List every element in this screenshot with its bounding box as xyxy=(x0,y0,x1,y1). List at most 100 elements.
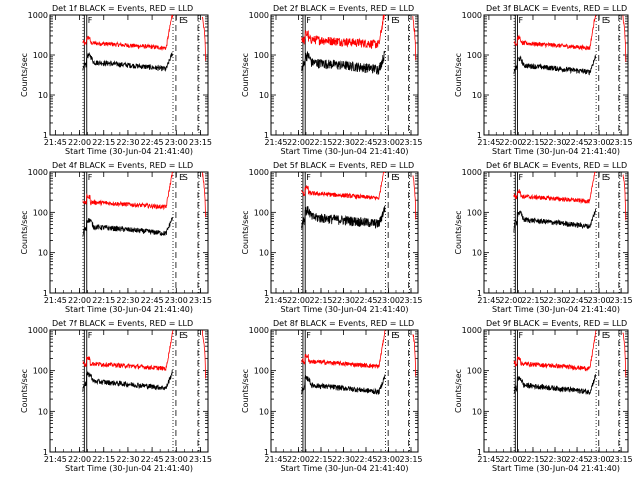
x-axis-label: Start Time (30-Jun-04 21:41:40) xyxy=(281,464,409,473)
x-axis-label: Start Time (30-Jun-04 21:41:40) xyxy=(492,147,620,156)
x-axis-label: Start Time (30-Jun-04 21:41:40) xyxy=(65,147,193,156)
marker-letter: F xyxy=(88,331,93,340)
panel-title: Det 1f BLACK = Events, RED = LLD xyxy=(52,4,193,13)
x-tick-label: 22:15 xyxy=(309,455,332,464)
plot-frame xyxy=(483,171,629,294)
y-tick-label: 10 xyxy=(259,91,269,100)
y-tick-label: 1000 xyxy=(249,11,269,20)
y-tick-label: 1000 xyxy=(249,168,269,177)
x-tick-label: 22:15 xyxy=(309,138,332,147)
detector-panel: Det 9f BLACK = Events, RED = LLD 1 10 100 10… xyxy=(454,319,633,473)
x-tick-label: 23:15 xyxy=(610,296,633,305)
x-tick-label: 22:30 xyxy=(332,455,355,464)
x-tick-label: 22:45 xyxy=(566,138,589,147)
lld-series-line xyxy=(82,14,206,61)
marker-letter: S xyxy=(605,16,610,25)
detector-panel: Det 7f BLACK = Events, RED = LLD 1 10 100 10… xyxy=(20,319,212,473)
panel-title: Det 7f BLACK = Events, RED = LLD xyxy=(52,319,193,328)
y-tick-label: 100 xyxy=(33,51,48,60)
y-axis-label: Counts/sec xyxy=(454,369,463,413)
y-tick-label: 1000 xyxy=(249,326,269,335)
x-tick-label: 22:30 xyxy=(332,296,355,305)
plot-frame xyxy=(49,329,209,453)
y-tick-label: 1000 xyxy=(462,11,482,20)
x-tick-label: 23:15 xyxy=(399,455,422,464)
x-tick-label: 23:00 xyxy=(377,138,400,147)
y-tick-label: 1 xyxy=(43,131,48,140)
x-tick-label: 22:00 xyxy=(499,296,522,305)
marker-letter: S xyxy=(395,331,400,340)
panel-title: Det 2f BLACK = Events, RED = LLD xyxy=(273,4,414,13)
x-tick-label: 22:30 xyxy=(543,455,566,464)
y-tick-label: 100 xyxy=(33,367,48,376)
x-tick-label: 22:45 xyxy=(354,455,377,464)
marker-letter: F xyxy=(88,16,93,25)
x-tick-label: 23:00 xyxy=(165,296,188,305)
x-tick-label: 22:00 xyxy=(499,138,522,147)
detector-panel: Det 5f BLACK = Events, RED = LLD 1 10 100 10… xyxy=(241,161,423,314)
plot-frame xyxy=(270,14,419,136)
x-tick-label: 23:00 xyxy=(377,455,400,464)
plot-frame xyxy=(49,14,209,136)
y-tick-label: 10 xyxy=(472,91,482,100)
x-tick-label: 22:15 xyxy=(309,296,332,305)
x-tick-label: 22:45 xyxy=(141,296,164,305)
y-tick-label: 1 xyxy=(264,131,269,140)
x-tick-label: 22:15 xyxy=(92,296,115,305)
detector-panel: Det 2f BLACK = Events, RED = LLD 1 10 100 10… xyxy=(241,4,423,156)
x-tick-label: 21:45 xyxy=(264,138,287,147)
events-series-line xyxy=(301,205,386,229)
marker-letter: E xyxy=(179,16,184,25)
x-tick-label: 21:45 xyxy=(44,455,67,464)
y-axis-label: Counts/sec xyxy=(20,53,29,97)
y-tick-label: 1 xyxy=(477,448,482,457)
marker-letter: S xyxy=(183,173,188,182)
x-tick-label: 23:00 xyxy=(165,138,188,147)
x-tick-label: 22:00 xyxy=(499,455,522,464)
y-tick-label: 1 xyxy=(264,289,269,298)
marker-letter: E xyxy=(179,173,184,182)
y-tick-label: 10 xyxy=(38,91,48,100)
y-tick-label: 10 xyxy=(259,407,269,416)
events-series-line xyxy=(513,54,596,76)
y-tick-label: 100 xyxy=(33,208,48,217)
detector-panel: Det 6f BLACK = Events, RED = LLD 1 10 100 10… xyxy=(454,161,633,314)
events-series-line xyxy=(82,217,173,237)
x-tick-label: 22:00 xyxy=(68,455,91,464)
y-tick-label: 10 xyxy=(38,249,48,258)
events-series-line xyxy=(82,369,173,392)
x-tick-label: 23:00 xyxy=(377,296,400,305)
marker-letter: F xyxy=(519,331,524,340)
x-tick-label: 23:15 xyxy=(610,455,633,464)
panel-title: Det 9f BLACK = Events, RED = LLD xyxy=(486,319,627,328)
lld-series-line xyxy=(513,172,627,221)
y-tick-label: 10 xyxy=(259,249,269,258)
x-tick-label: 22:00 xyxy=(68,138,91,147)
y-tick-label: 1 xyxy=(477,289,482,298)
x-tick-label: 23:00 xyxy=(165,455,188,464)
detector-panel: Det 4f BLACK = Events, RED = LLD 1 10 100 10… xyxy=(20,161,212,314)
events-series-line xyxy=(513,374,596,395)
x-tick-label: 23:15 xyxy=(399,138,422,147)
x-tick-label: 21:45 xyxy=(44,138,67,147)
marker-letter: S xyxy=(395,16,400,25)
marker-letter: S xyxy=(605,173,610,182)
x-axis-label: Start Time (30-Jun-04 21:41:40) xyxy=(65,305,193,314)
lld-series-line xyxy=(513,330,627,378)
x-tick-label: 22:00 xyxy=(287,138,310,147)
y-tick-label: 100 xyxy=(254,208,269,217)
y-tick-label: 1000 xyxy=(28,11,48,20)
x-tick-label: 21:45 xyxy=(477,296,500,305)
events-series-line xyxy=(513,208,596,233)
y-tick-label: 100 xyxy=(254,51,269,60)
panel-title: Det 5f BLACK = Events, RED = LLD xyxy=(273,161,414,170)
x-tick-label: 22:45 xyxy=(354,296,377,305)
x-tick-label: 23:15 xyxy=(189,455,212,464)
x-tick-label: 22:15 xyxy=(92,455,115,464)
x-tick-label: 21:45 xyxy=(477,455,500,464)
y-tick-label: 1 xyxy=(43,448,48,457)
x-tick-label: 23:00 xyxy=(588,455,611,464)
plot-frame xyxy=(270,329,419,453)
lld-series-line xyxy=(513,15,627,62)
